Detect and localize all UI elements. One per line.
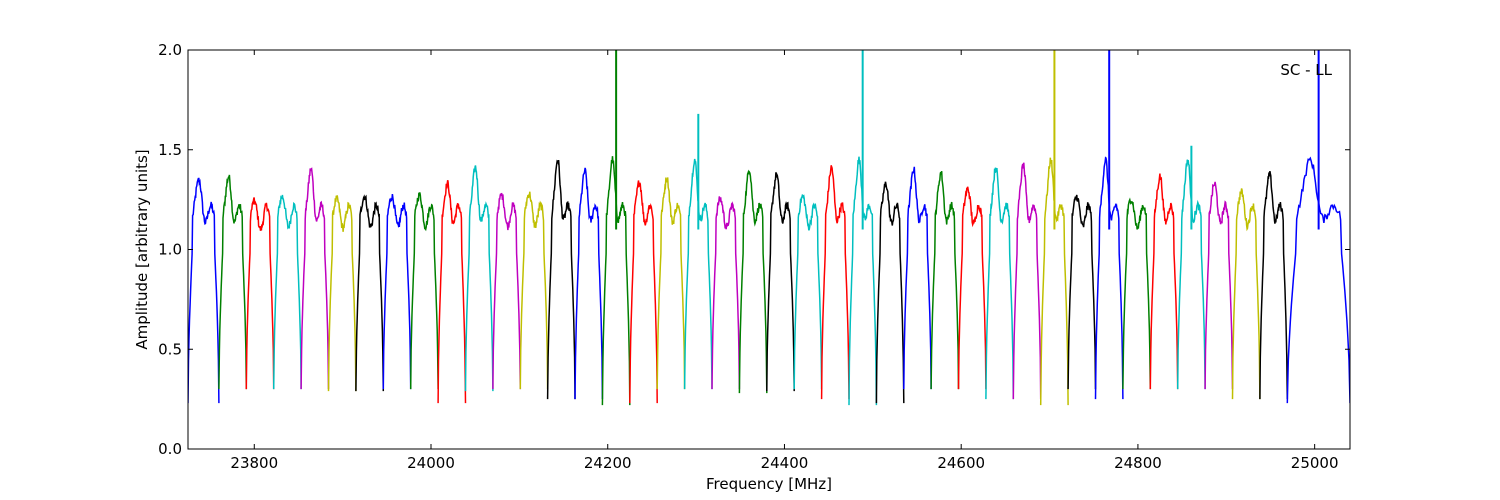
series-line-37 xyxy=(1204,181,1234,390)
series-line-38 xyxy=(1231,188,1261,400)
series-line-0 xyxy=(188,177,220,404)
series-line-30 xyxy=(1012,162,1042,400)
y-tick-label: 0.0 xyxy=(158,440,182,458)
series-line-32 xyxy=(1067,194,1097,390)
tick-layer: 23800 24000 24200 24400 24600 24800 25000 0.0 0.… xyxy=(158,41,1350,472)
series-line-1 xyxy=(218,174,248,390)
series-line-35 xyxy=(1149,173,1179,390)
series-line-14 xyxy=(574,167,604,400)
series-line-4 xyxy=(300,167,330,390)
x-tick-label: 24800 xyxy=(1114,454,1162,472)
x-tick-label: 24000 xyxy=(407,454,455,472)
series-line-7 xyxy=(382,194,412,390)
series-line-6 xyxy=(355,194,385,392)
x-tick-label: 24600 xyxy=(937,454,985,472)
series-line-11 xyxy=(492,192,522,390)
series-line-39 xyxy=(1259,170,1289,400)
x-tick-label: 24200 xyxy=(584,454,632,472)
x-tick-label: 23800 xyxy=(230,454,278,472)
series-line-26 xyxy=(903,166,932,390)
x-tick-label: 25000 xyxy=(1291,454,1339,472)
plot-frame xyxy=(187,49,1351,450)
y-axis-label: Amplitude [arbitrary units] xyxy=(133,149,151,349)
y-tick-label: 0.5 xyxy=(158,340,182,358)
y-tick-label: 1.5 xyxy=(158,141,182,159)
x-axis-label: Frequency [MHz] xyxy=(706,475,832,493)
series-line-5 xyxy=(327,195,357,392)
series-line-23 xyxy=(820,165,850,400)
series-line-2 xyxy=(245,197,275,390)
series-line-22 xyxy=(793,194,823,390)
y-tick-label: 1.0 xyxy=(158,241,182,259)
series-line-12 xyxy=(519,191,549,390)
series-line-34 xyxy=(1122,197,1152,390)
series-layer xyxy=(188,50,1350,406)
series-line-29 xyxy=(985,167,1015,400)
series-line-19 xyxy=(711,196,741,390)
series-line-8 xyxy=(409,192,439,390)
series-line-28 xyxy=(957,186,987,390)
series-line-16 xyxy=(629,180,658,404)
series-line-20 xyxy=(738,169,768,394)
series-line-3 xyxy=(272,194,302,390)
series-line-17 xyxy=(656,177,686,390)
series-line-27 xyxy=(930,170,960,390)
series-line-13 xyxy=(546,159,576,400)
series-line-10 xyxy=(464,165,494,392)
series-line-25 xyxy=(875,181,905,404)
y-tick-label: 2.0 xyxy=(158,41,182,59)
x-tick-label: 24400 xyxy=(761,454,809,472)
series-line-21 xyxy=(766,171,795,392)
annotation-label: SC - LL xyxy=(1280,61,1332,79)
series-line-9 xyxy=(437,180,467,404)
